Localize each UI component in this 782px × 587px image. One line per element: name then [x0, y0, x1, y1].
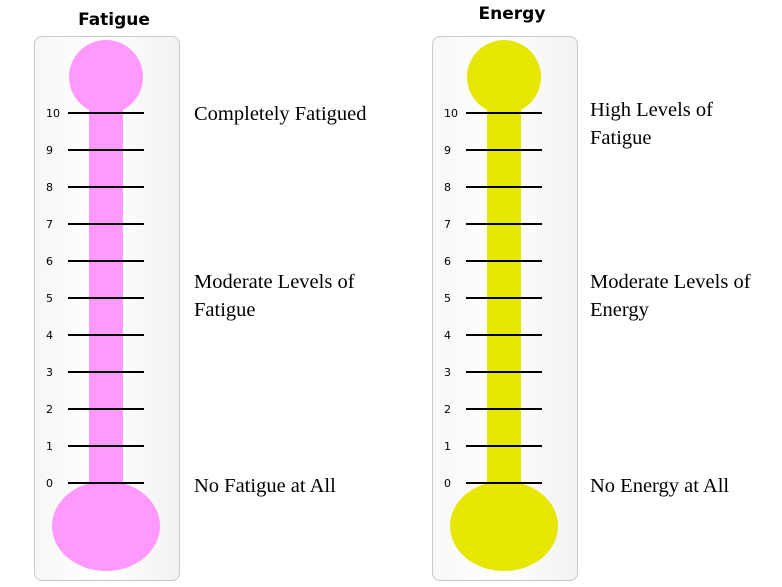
- fatigue-thermometer: 0 1 2 3 4 5 6 7 8 9 10: [46, 40, 160, 571]
- energy-label-top: High Levels of Fatigue: [590, 99, 713, 149]
- scale-tick-label: 6: [46, 255, 53, 268]
- thermometer-top-bulb: [69, 40, 143, 114]
- scale-tick-label: 9: [444, 144, 451, 157]
- scale-tick-label: 5: [46, 292, 53, 305]
- scale-tick-label: 1: [46, 440, 53, 453]
- scale-tick-label: 0: [46, 477, 53, 490]
- energy-label-middle: Moderate Levels of Energy: [590, 271, 751, 321]
- scale-tick-label: 2: [46, 403, 53, 416]
- fatigue-label-top: Completely Fatigued: [194, 103, 367, 125]
- fatigue-title: Fatigue: [78, 10, 150, 30]
- fatigue-label-bottom: No Fatigue at All: [194, 475, 336, 497]
- fatigue-label-middle: Moderate Levels of Fatigue: [194, 271, 355, 321]
- scale-tick-label: 4: [46, 329, 53, 342]
- scale-tick-label: 8: [444, 181, 451, 194]
- scale-tick-label: 4: [444, 329, 451, 342]
- thermometer-tube: [487, 77, 521, 526]
- scale-tick-label: 7: [46, 218, 53, 231]
- scale-tick-label: 3: [46, 366, 53, 379]
- energy-thermometer: 0 1 2 3 4 5 6 7 8 9 10: [444, 40, 558, 571]
- thermometer-bottom-bulb: [52, 481, 160, 571]
- energy-title: Energy: [478, 4, 546, 24]
- scale-tick-label: 8: [46, 181, 53, 194]
- scale-tick-label: 10: [46, 107, 60, 120]
- thermometer-tube: [89, 77, 123, 526]
- energy-label-bottom: No Energy at All: [590, 475, 730, 497]
- scale-tick-label: 6: [444, 255, 451, 268]
- scale-tick-label: 2: [444, 403, 451, 416]
- scale-tick-label: 1: [444, 440, 451, 453]
- scale-tick-label: 7: [444, 218, 451, 231]
- scale-tick-label: 3: [444, 366, 451, 379]
- scale-tick-label: 5: [444, 292, 451, 305]
- scale-tick-label: 10: [444, 107, 458, 120]
- thermometer-bottom-bulb: [450, 481, 558, 571]
- scale-tick-label: 0: [444, 477, 451, 490]
- scale-tick-label: 9: [46, 144, 53, 157]
- thermometer-top-bulb: [467, 40, 541, 114]
